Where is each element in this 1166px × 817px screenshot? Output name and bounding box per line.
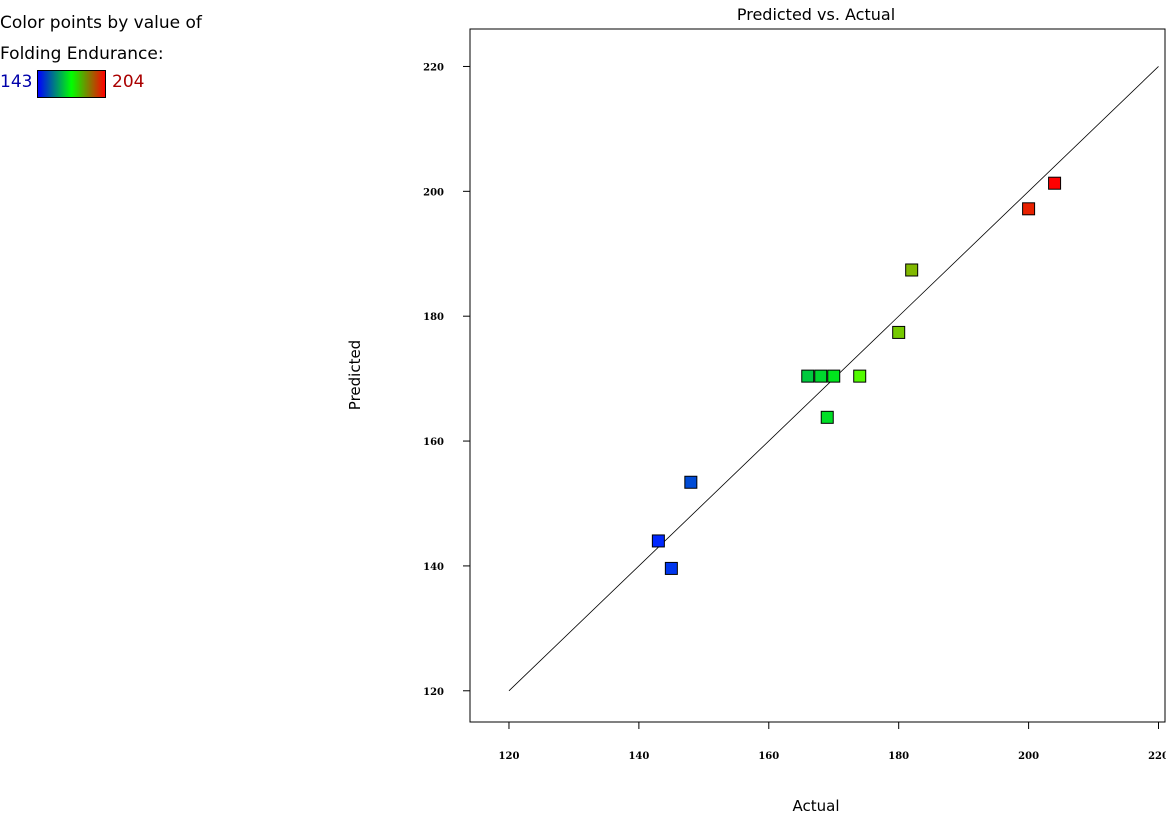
legend-min-label: 143	[0, 72, 33, 92]
y-tick-label: 120	[423, 687, 444, 698]
y-tick-label: 160	[423, 437, 444, 448]
x-tick-label: 140	[628, 751, 649, 762]
x-axis-label: Actual	[793, 797, 840, 815]
data-point	[905, 263, 919, 277]
data-point	[651, 534, 665, 548]
data-point	[684, 475, 698, 489]
y-axis: 120 140 160 180 200 220	[423, 62, 470, 698]
x-axis: 120 140 160 180 200 220	[499, 722, 1166, 762]
chart-title: Predicted vs. Actual	[737, 5, 895, 24]
y-axis-label: Predicted	[346, 340, 364, 410]
data-point	[814, 369, 828, 383]
x-tick-label: 160	[758, 751, 779, 762]
legend-gradient-bar	[37, 70, 106, 98]
legend-caption-line-2: Folding Endurance:	[0, 44, 164, 64]
data-point	[853, 369, 867, 383]
data-point	[664, 561, 678, 575]
x-tick-label: 220	[1148, 751, 1166, 762]
plot-frame	[469, 28, 1166, 723]
data-point	[820, 410, 834, 424]
data-point	[801, 369, 815, 383]
x-tick-label: 200	[1018, 751, 1039, 762]
y-tick-label: 180	[423, 312, 444, 323]
x-tick-label: 180	[888, 751, 909, 762]
y-tick-label: 220	[423, 62, 444, 73]
legend-max-label: 204	[112, 72, 145, 92]
data-point	[892, 325, 906, 339]
x-tick-label: 120	[499, 751, 520, 762]
data-point	[827, 369, 841, 383]
data-point	[1022, 202, 1036, 216]
color-legend: Color points by value of Folding Enduran…	[0, 8, 202, 70]
y-tick-label: 200	[423, 187, 444, 198]
legend-gradient-row: 143 204	[0, 70, 160, 98]
data-point	[1048, 176, 1062, 190]
legend-caption-line-1: Color points by value of	[0, 13, 202, 33]
y-tick-label: 140	[423, 562, 444, 573]
data-points	[651, 176, 1062, 575]
